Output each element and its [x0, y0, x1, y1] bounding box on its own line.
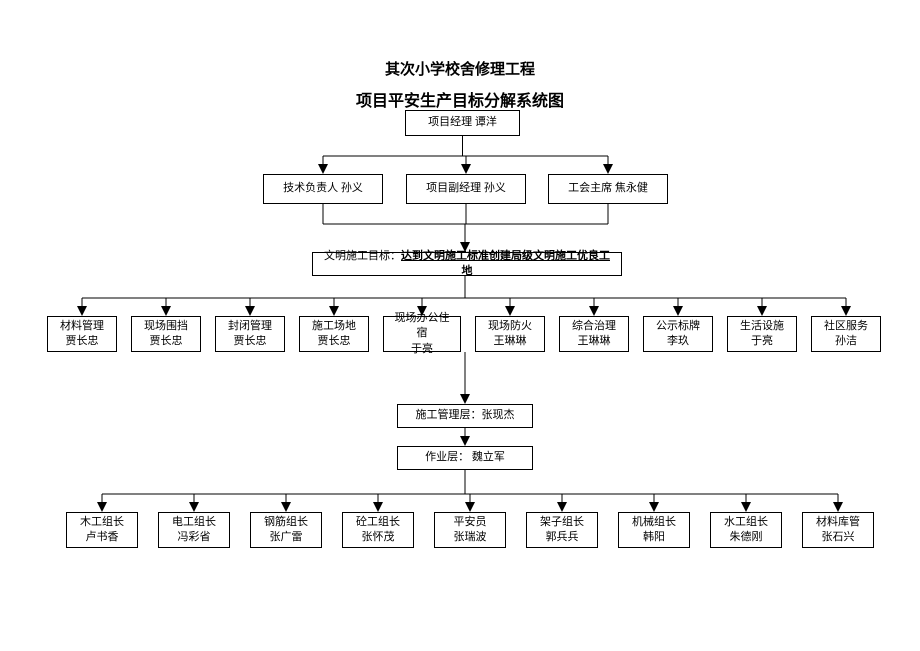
node-l2b: 项目副经理 孙义: [406, 174, 526, 204]
node-line1: 材料库管: [816, 515, 860, 530]
node-line2: 张瑞波: [454, 530, 487, 545]
node-line1: 水工组长: [724, 515, 768, 530]
node-r6: 现场防火王琳琳: [475, 316, 545, 352]
chart-title: 项目平安生产目标分解系统图: [0, 87, 920, 111]
node-b1: 木工组长卢书香: [66, 512, 138, 548]
node-line2: 孙洁: [835, 334, 857, 349]
node-line1: 施工场地: [312, 319, 356, 334]
project-title: 其次小学校舍修理工程: [0, 58, 920, 79]
node-l2c: 工会主席 焦永健: [548, 174, 668, 204]
node-line2: 于亮: [751, 334, 773, 349]
node-line2: 韩阳: [643, 530, 665, 545]
node-line1: 材料管理: [60, 319, 104, 334]
node-b5: 平安员张瑞波: [434, 512, 506, 548]
node-line1: 作业层： 魏立军: [425, 450, 505, 465]
node-l2a: 技术负责人 孙义: [263, 174, 383, 204]
node-b4: 砼工组长张怀茂: [342, 512, 414, 548]
node-b8: 水工组长朱德刚: [710, 512, 782, 548]
node-mgmt: 施工管理层：张现杰: [397, 404, 533, 428]
node-line2: 朱德刚: [730, 530, 763, 545]
node-line1: 封闭管理: [228, 319, 272, 334]
node-b9: 材料库管张石兴: [802, 512, 874, 548]
node-line1: 平安员: [454, 515, 487, 530]
node-line2: 张广雷: [270, 530, 303, 545]
node-line2: 贾长忠: [150, 334, 183, 349]
node-r1: 材料管理贾长忠: [47, 316, 117, 352]
node-line2: 王琳琳: [494, 334, 527, 349]
node-line2: 李玖: [667, 334, 689, 349]
node-line2: 张石兴: [822, 530, 855, 545]
node-line2: 王琳琳: [578, 334, 611, 349]
node-b7: 机械组长韩阳: [618, 512, 690, 548]
node-line1: 社区服务: [824, 319, 868, 334]
node-line2: 贾长忠: [66, 334, 99, 349]
node-line1: 施工管理层：张现杰: [416, 408, 515, 423]
node-line2: 于亮: [411, 342, 433, 357]
node-r7: 综合治理王琳琳: [559, 316, 629, 352]
node-line1: 综合治理: [572, 319, 616, 334]
node-line1: 机械组长: [632, 515, 676, 530]
node-line1: 技术负责人 孙义: [283, 181, 363, 196]
goal-prefix: 文明施工目标：: [324, 250, 401, 262]
node-line1: 项目副经理 孙义: [426, 181, 506, 196]
node-b2: 电工组长冯彩省: [158, 512, 230, 548]
node-line1: 现场办公住宿: [390, 311, 454, 342]
node-line2: 贾长忠: [234, 334, 267, 349]
node-r2: 现场围挡贾长忠: [131, 316, 201, 352]
goal-text: 达到文明施工标准创建局级文明施工优良工地: [401, 250, 610, 277]
node-line1: 钢筋组长: [264, 515, 308, 530]
node-r9: 生活设施于亮: [727, 316, 797, 352]
node-r3: 封闭管理贾长忠: [215, 316, 285, 352]
node-line1: 电工组长: [172, 515, 216, 530]
node-line1: 公示标牌: [656, 319, 700, 334]
node-line1: 木工组长: [80, 515, 124, 530]
node-line1: 生活设施: [740, 319, 784, 334]
node-r5: 现场办公住宿于亮: [383, 316, 461, 352]
node-line1: 架子组长: [540, 515, 584, 530]
node-ops: 作业层： 魏立军: [397, 446, 533, 470]
node-goal: 文明施工目标：达到文明施工标准创建局级文明施工优良工地: [312, 252, 622, 276]
node-b3: 钢筋组长张广雷: [250, 512, 322, 548]
node-line1: 项目经理 谭洋: [428, 115, 497, 130]
node-line1: 砼工组长: [356, 515, 400, 530]
node-r10: 社区服务孙洁: [811, 316, 881, 352]
node-line1: 工会主席 焦永健: [568, 181, 648, 196]
node-root: 项目经理 谭洋: [405, 110, 520, 136]
node-line2: 张怀茂: [362, 530, 395, 545]
node-line2: 郭兵兵: [546, 530, 579, 545]
node-b6: 架子组长郭兵兵: [526, 512, 598, 548]
node-r4: 施工场地贾长忠: [299, 316, 369, 352]
node-line2: 卢书香: [86, 530, 119, 545]
node-r8: 公示标牌李玖: [643, 316, 713, 352]
node-line2: 贾长忠: [318, 334, 351, 349]
node-line1: 现场围挡: [144, 319, 188, 334]
node-line1: 现场防火: [488, 319, 532, 334]
node-line2: 冯彩省: [178, 530, 211, 545]
